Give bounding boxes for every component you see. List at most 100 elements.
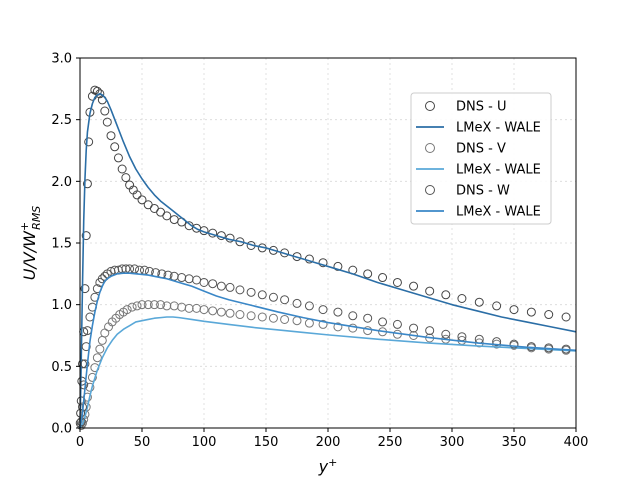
data-point xyxy=(162,211,172,221)
series-4 xyxy=(79,316,577,429)
data-point xyxy=(235,285,245,295)
data-point xyxy=(92,353,102,363)
y-axis-label: U/V/W+RMS xyxy=(18,206,43,281)
x-axis-label-sup: + xyxy=(328,456,337,469)
x-tick-label: 100 xyxy=(192,435,217,450)
y-tick-label: 0.0 xyxy=(51,422,72,437)
y-axis-label-base: U/V/W xyxy=(20,230,39,280)
data-point xyxy=(208,306,218,316)
data-point xyxy=(492,301,502,311)
data-point xyxy=(509,339,519,349)
data-point xyxy=(199,305,209,315)
data-point xyxy=(292,298,302,308)
legend-label: DNS - W xyxy=(456,184,510,199)
data-point xyxy=(280,314,290,324)
data-point xyxy=(425,326,435,336)
legend-marker-swatch xyxy=(425,143,435,153)
data-point xyxy=(318,319,328,329)
data-point xyxy=(208,279,218,289)
data-point xyxy=(149,300,159,310)
series-line xyxy=(79,272,577,429)
legend-label: DNS - V xyxy=(456,142,506,157)
data-point xyxy=(509,305,519,315)
data-point xyxy=(95,89,105,99)
data-point xyxy=(363,326,373,336)
legend-box xyxy=(410,92,552,225)
data-point xyxy=(425,286,435,296)
legend-label: LMeX - WALE xyxy=(456,121,541,136)
data-point xyxy=(441,290,451,300)
data-point xyxy=(117,164,127,174)
data-point xyxy=(80,359,90,369)
data-point xyxy=(100,106,110,116)
data-point xyxy=(137,195,147,205)
data-point xyxy=(318,305,328,315)
y-axis-label-sup: + xyxy=(18,222,31,231)
x-tick-label: 50 xyxy=(134,435,151,450)
data-point xyxy=(378,317,388,327)
series-2 xyxy=(79,92,577,429)
x-tick-label: 150 xyxy=(254,435,279,450)
data-point xyxy=(441,329,451,339)
data-point xyxy=(225,282,235,292)
data-point xyxy=(268,313,278,323)
y-tick-label: 3.0 xyxy=(51,52,72,67)
data-point xyxy=(132,190,142,200)
data-point xyxy=(318,258,328,268)
plot-series xyxy=(75,85,577,431)
legend-marker-swatch xyxy=(425,185,435,195)
legend: DNS - U LMeX - WALE DNS - V LMeX - WALE DNS … xyxy=(410,92,552,225)
y-tick-label: 1.5 xyxy=(51,237,72,252)
data-point xyxy=(130,264,140,274)
data-point xyxy=(526,307,536,317)
x-tick-label: 300 xyxy=(440,435,465,450)
legend-marker-swatch xyxy=(425,101,435,111)
legend-label: LMeX - WALE xyxy=(456,205,541,220)
x-axis-label: y+ xyxy=(318,456,338,476)
series-6 xyxy=(79,272,577,429)
data-point xyxy=(333,322,343,332)
data-point xyxy=(378,273,388,283)
data-point xyxy=(82,179,92,189)
data-point xyxy=(246,287,256,297)
data-point xyxy=(235,310,245,320)
data-point xyxy=(85,382,95,392)
data-point xyxy=(137,300,147,310)
data-point xyxy=(199,277,209,287)
data-point xyxy=(246,311,256,321)
y-axis-label-sub: RMS xyxy=(30,206,43,230)
data-point xyxy=(304,301,314,311)
data-point xyxy=(392,277,402,287)
data-point xyxy=(110,142,120,152)
data-point xyxy=(87,372,97,382)
x-tick-label: 0 xyxy=(76,435,84,450)
data-point xyxy=(561,312,571,322)
y-tick-label: 2.0 xyxy=(51,175,72,190)
data-point xyxy=(216,307,226,317)
data-point xyxy=(348,323,358,333)
data-point xyxy=(409,323,419,333)
data-point xyxy=(102,117,112,127)
data-point xyxy=(268,292,278,302)
data-point xyxy=(544,310,554,320)
data-point xyxy=(268,245,278,255)
data-point xyxy=(184,303,194,313)
data-point xyxy=(81,342,91,352)
x-tick-label: 250 xyxy=(378,435,403,450)
data-point xyxy=(257,290,267,300)
data-point xyxy=(106,131,116,141)
axis-ticks: 0 50 100 150 200 250 300 350 400 0.0 0.5 1.0 1.5 2.0 2… xyxy=(51,52,588,451)
series-3 xyxy=(76,300,571,431)
y-tick-label: 2.5 xyxy=(51,113,72,128)
legend-items: DNS - U LMeX - WALE DNS - V LMeX - WALE DNS … xyxy=(416,100,541,220)
data-point xyxy=(162,301,172,311)
data-point xyxy=(457,294,467,303)
data-point xyxy=(409,281,419,291)
series-line xyxy=(79,316,577,429)
data-point xyxy=(95,344,105,354)
data-point xyxy=(363,313,373,323)
data-point xyxy=(77,359,87,369)
data-point xyxy=(84,137,94,147)
data-point xyxy=(113,153,123,163)
